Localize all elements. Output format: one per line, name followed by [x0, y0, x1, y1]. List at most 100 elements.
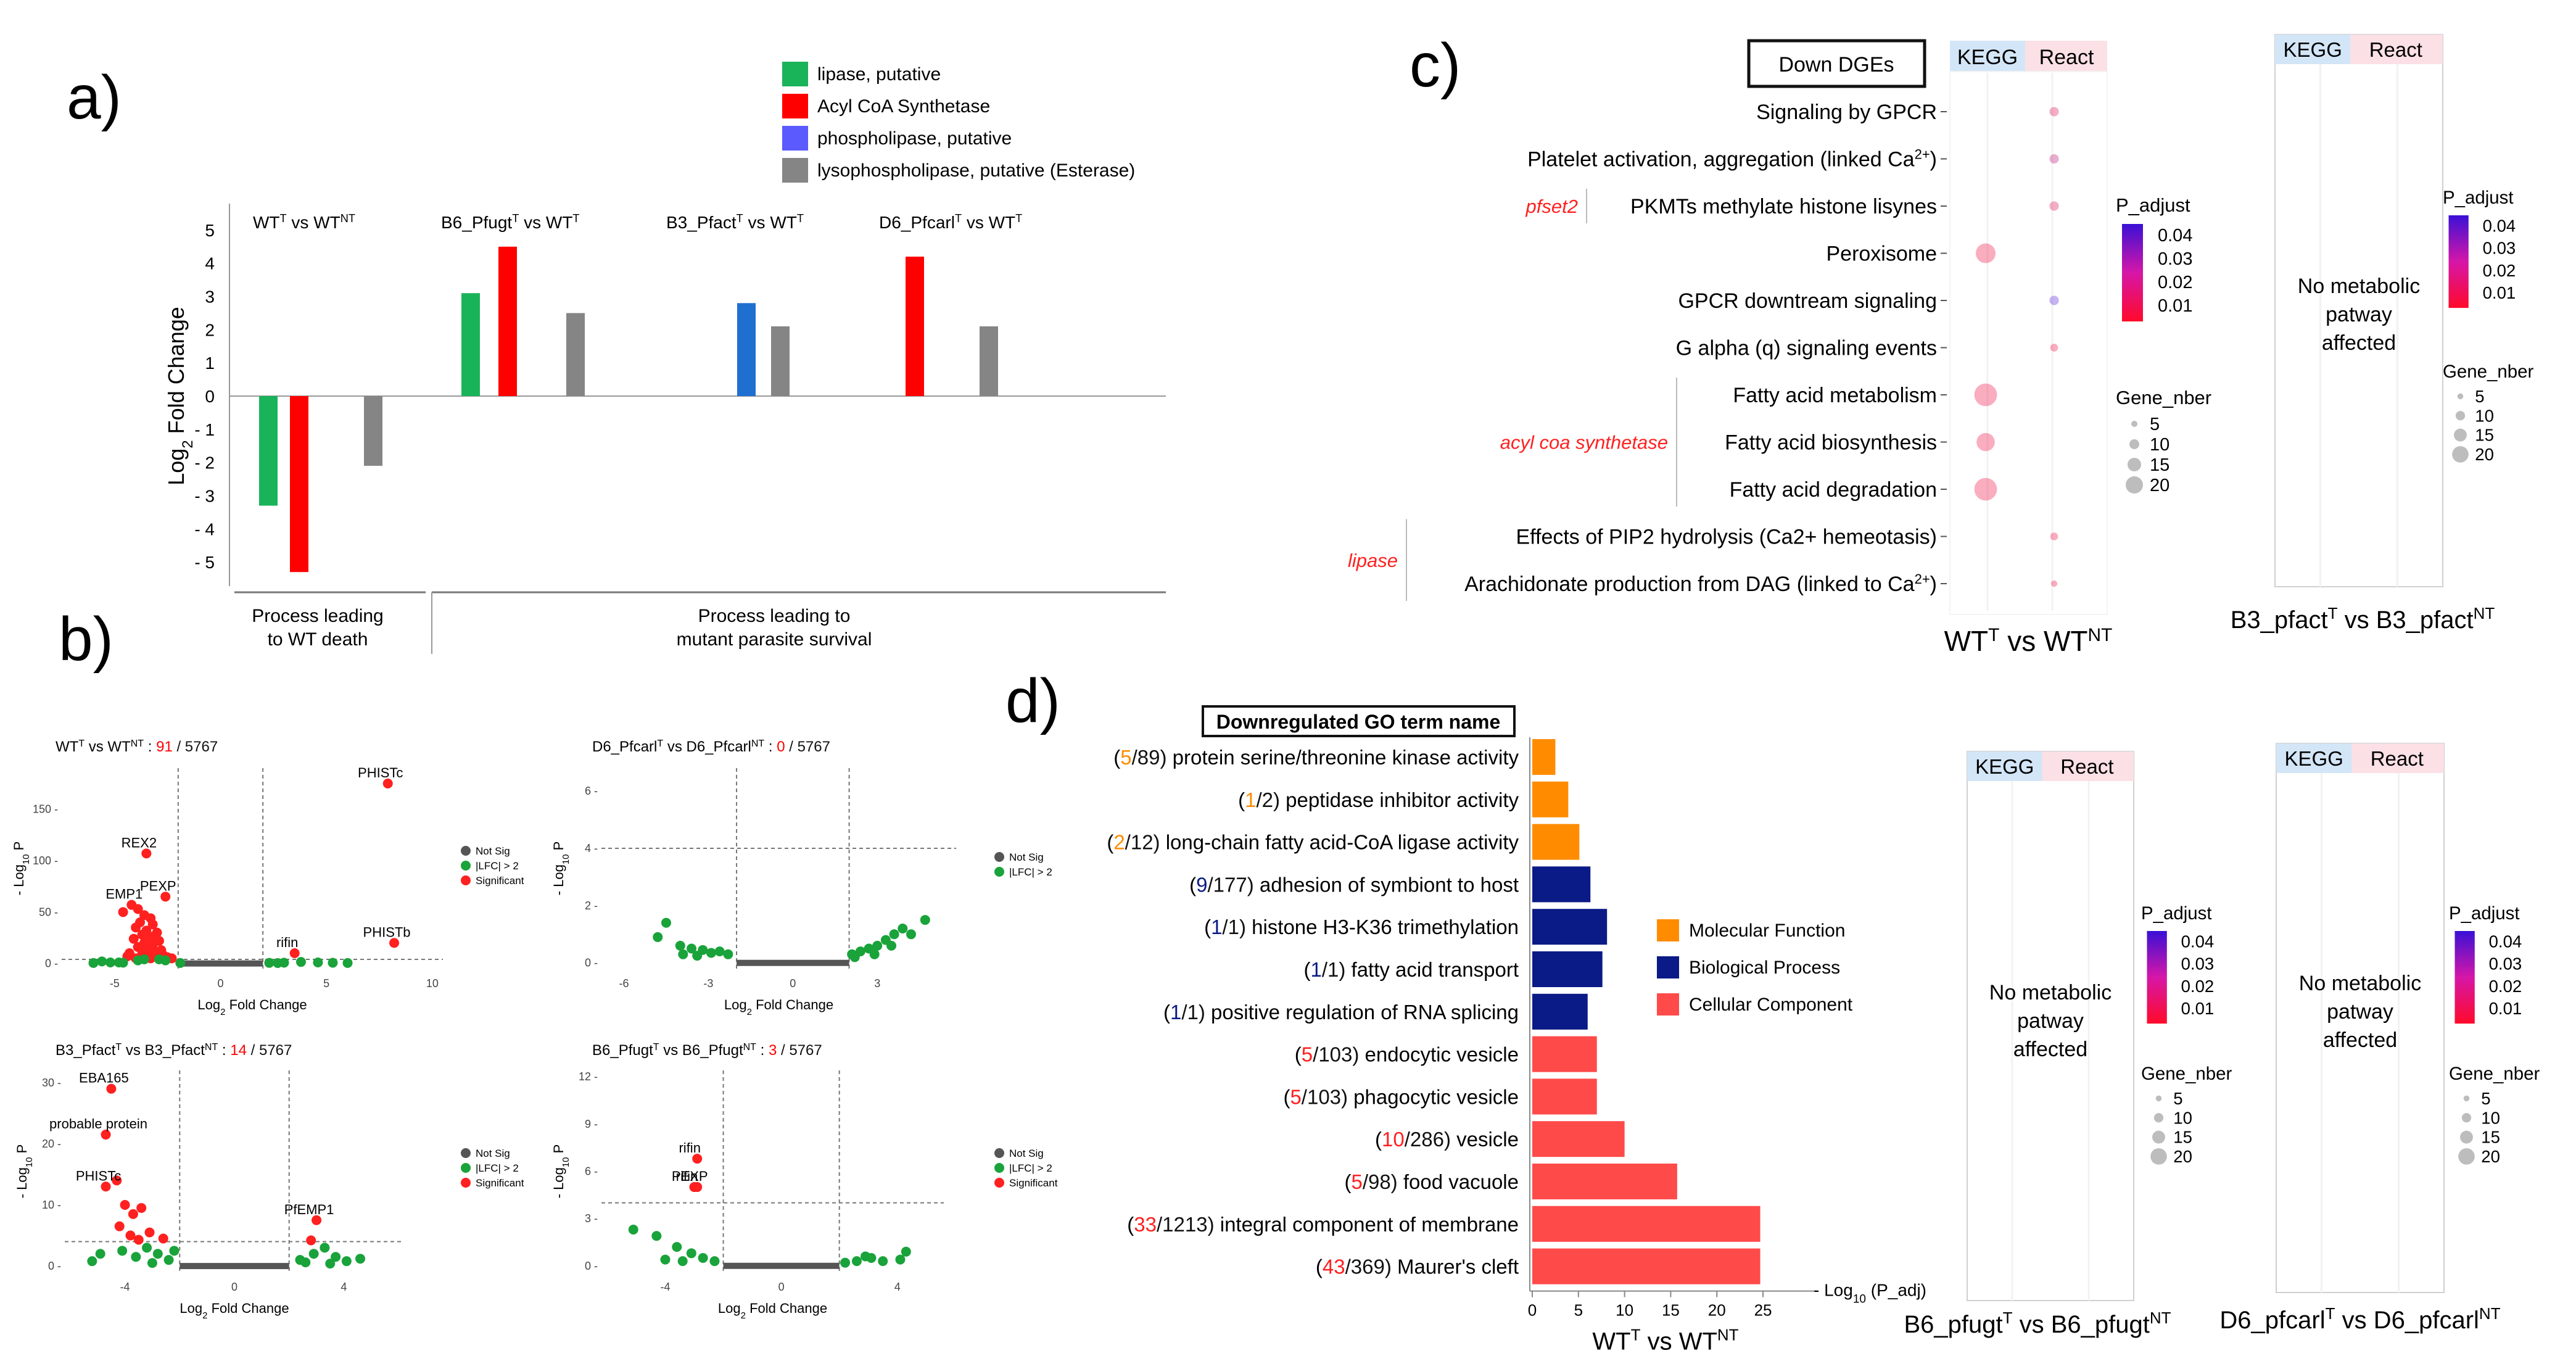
- empty-plot-x-label: D6_pfcarlT vs D6_pfcarlNT: [2219, 1304, 2500, 1334]
- go-bar: [1532, 781, 1569, 817]
- panel-label-c: c): [1410, 31, 1461, 100]
- size-tick: 10: [2475, 406, 2494, 425]
- volcano-point: [128, 933, 139, 944]
- volcano-point: [133, 955, 143, 966]
- volcano-point: [142, 1243, 152, 1253]
- volcano-point: [886, 940, 897, 951]
- volcano-point: [898, 924, 908, 933]
- y-tick-label: 4 -: [585, 842, 598, 854]
- volcano-point: [147, 919, 158, 930]
- legend-label: Acyl CoA Synthetase: [817, 96, 990, 117]
- volcano-point: [878, 1256, 888, 1267]
- empty-message: No metabolic: [1989, 981, 2112, 1004]
- legend-label: |LFC| > 2: [476, 1162, 519, 1174]
- y-tick-label: 9 -: [585, 1118, 598, 1130]
- volcano-point: [118, 958, 128, 968]
- volcano-point: [678, 949, 688, 959]
- padj-tick: 0.04: [2158, 226, 2192, 246]
- go-term-label: (33/1213) integral component of membrane: [1127, 1213, 1519, 1236]
- legend-label: |LFC| > 2: [1009, 866, 1052, 878]
- strip-label: React: [2039, 46, 2094, 69]
- volcano-point: [325, 1259, 336, 1269]
- bar: [364, 396, 382, 466]
- legend-label: Significant: [476, 1177, 524, 1189]
- padj-legend-title: P_adjust: [2443, 188, 2514, 208]
- section-label: Process leading: [252, 606, 383, 626]
- y-tick-label: 12 -: [579, 1070, 598, 1083]
- size-tick: 15: [2150, 455, 2169, 475]
- legend-label: |LFC| > 2: [476, 860, 519, 872]
- y-axis-label: Log2 Fold Change: [163, 307, 196, 486]
- padj-gradient: [2454, 931, 2475, 1024]
- gene-label: PHISTc: [76, 1168, 121, 1183]
- legend-label: Not Sig: [476, 845, 510, 857]
- size-tick: 15: [2481, 1128, 2500, 1147]
- legend-label: phospholipase, putative: [817, 128, 1012, 149]
- empty-message: affected: [2013, 1038, 2087, 1061]
- volcano-point: [672, 1242, 682, 1252]
- bar: [980, 326, 998, 396]
- group-title: WTT vs WTNT: [253, 212, 355, 232]
- x-tick-label: 0: [217, 977, 223, 990]
- empty-message: patway: [2017, 1009, 2084, 1033]
- legend-dot: [994, 1178, 1004, 1188]
- volcano-point: [136, 1202, 147, 1213]
- volcano-point: [355, 1254, 366, 1264]
- volcano-point: [300, 1257, 311, 1268]
- empty-message: patway: [2327, 1000, 2393, 1024]
- term-dot: [2049, 296, 2059, 305]
- volcano-point: [840, 1257, 851, 1268]
- term-dot: [2050, 532, 2058, 540]
- size-legend-dot: [2129, 439, 2139, 449]
- legend-swatch: [782, 62, 808, 86]
- size-tick: 5: [2481, 1089, 2490, 1108]
- volcano-point: [120, 1200, 130, 1210]
- react-strip: [2350, 35, 2443, 64]
- y-tick-label: 150 -: [33, 803, 58, 816]
- padj-tick: 0.03: [2181, 954, 2215, 974]
- not-sig-points: [178, 960, 263, 967]
- gene-label: PEXP: [140, 878, 176, 893]
- x-tick-label: 3: [874, 977, 880, 990]
- legend-dot: [461, 1148, 471, 1158]
- size-legend-dot: [2452, 446, 2469, 463]
- y-tick-label: 100 -: [33, 854, 58, 867]
- volcano-point: [660, 1254, 671, 1265]
- bar: [737, 303, 756, 396]
- volcano-title: B3_PfactT vs B3_PfactNT : 14 / 5767: [56, 1042, 292, 1059]
- volcano-point: [118, 907, 128, 917]
- padj-tick: 0.02: [2158, 273, 2192, 292]
- volcano-point: [872, 940, 883, 951]
- volcano-point: [105, 958, 115, 967]
- y-tick-label: 0: [205, 387, 215, 406]
- y-tick-label: 3: [205, 288, 215, 307]
- legend-label: Molecular Function: [1689, 920, 1845, 941]
- y-tick-label: 4: [205, 254, 215, 273]
- volcano-point: [675, 940, 685, 951]
- bar: [771, 326, 790, 396]
- volcano-point: [677, 1256, 688, 1267]
- x-tick-label: 20: [1708, 1301, 1726, 1320]
- volcano-point: [133, 904, 143, 914]
- volcano-point: [163, 1255, 174, 1265]
- y-tick-label: 6 -: [585, 785, 598, 797]
- padj-gradient: [2122, 224, 2143, 321]
- volcano-point: [144, 1227, 155, 1238]
- padj-tick: 0.04: [2489, 932, 2522, 951]
- volcano-point: [114, 1221, 125, 1231]
- legend-swatch: [782, 158, 808, 183]
- volcano-point: [95, 1249, 105, 1259]
- y-tick-label: 2: [205, 320, 215, 339]
- term-dot: [2049, 154, 2059, 164]
- legend-dot: [994, 867, 1004, 877]
- volcano-point: [861, 1251, 871, 1262]
- x-tick-label: 10: [426, 977, 439, 990]
- volcano-point: [341, 1256, 352, 1267]
- legend-swatch: [1657, 956, 1679, 978]
- go-term-label: (9/177) adhesion of symbiont to host: [1189, 873, 1519, 896]
- go-bar: [1532, 909, 1608, 945]
- volcano-point: [131, 1252, 141, 1262]
- kegg-strip: [2276, 743, 2352, 773]
- size-legend-dot: [2455, 411, 2466, 421]
- volcano-point: [313, 958, 323, 967]
